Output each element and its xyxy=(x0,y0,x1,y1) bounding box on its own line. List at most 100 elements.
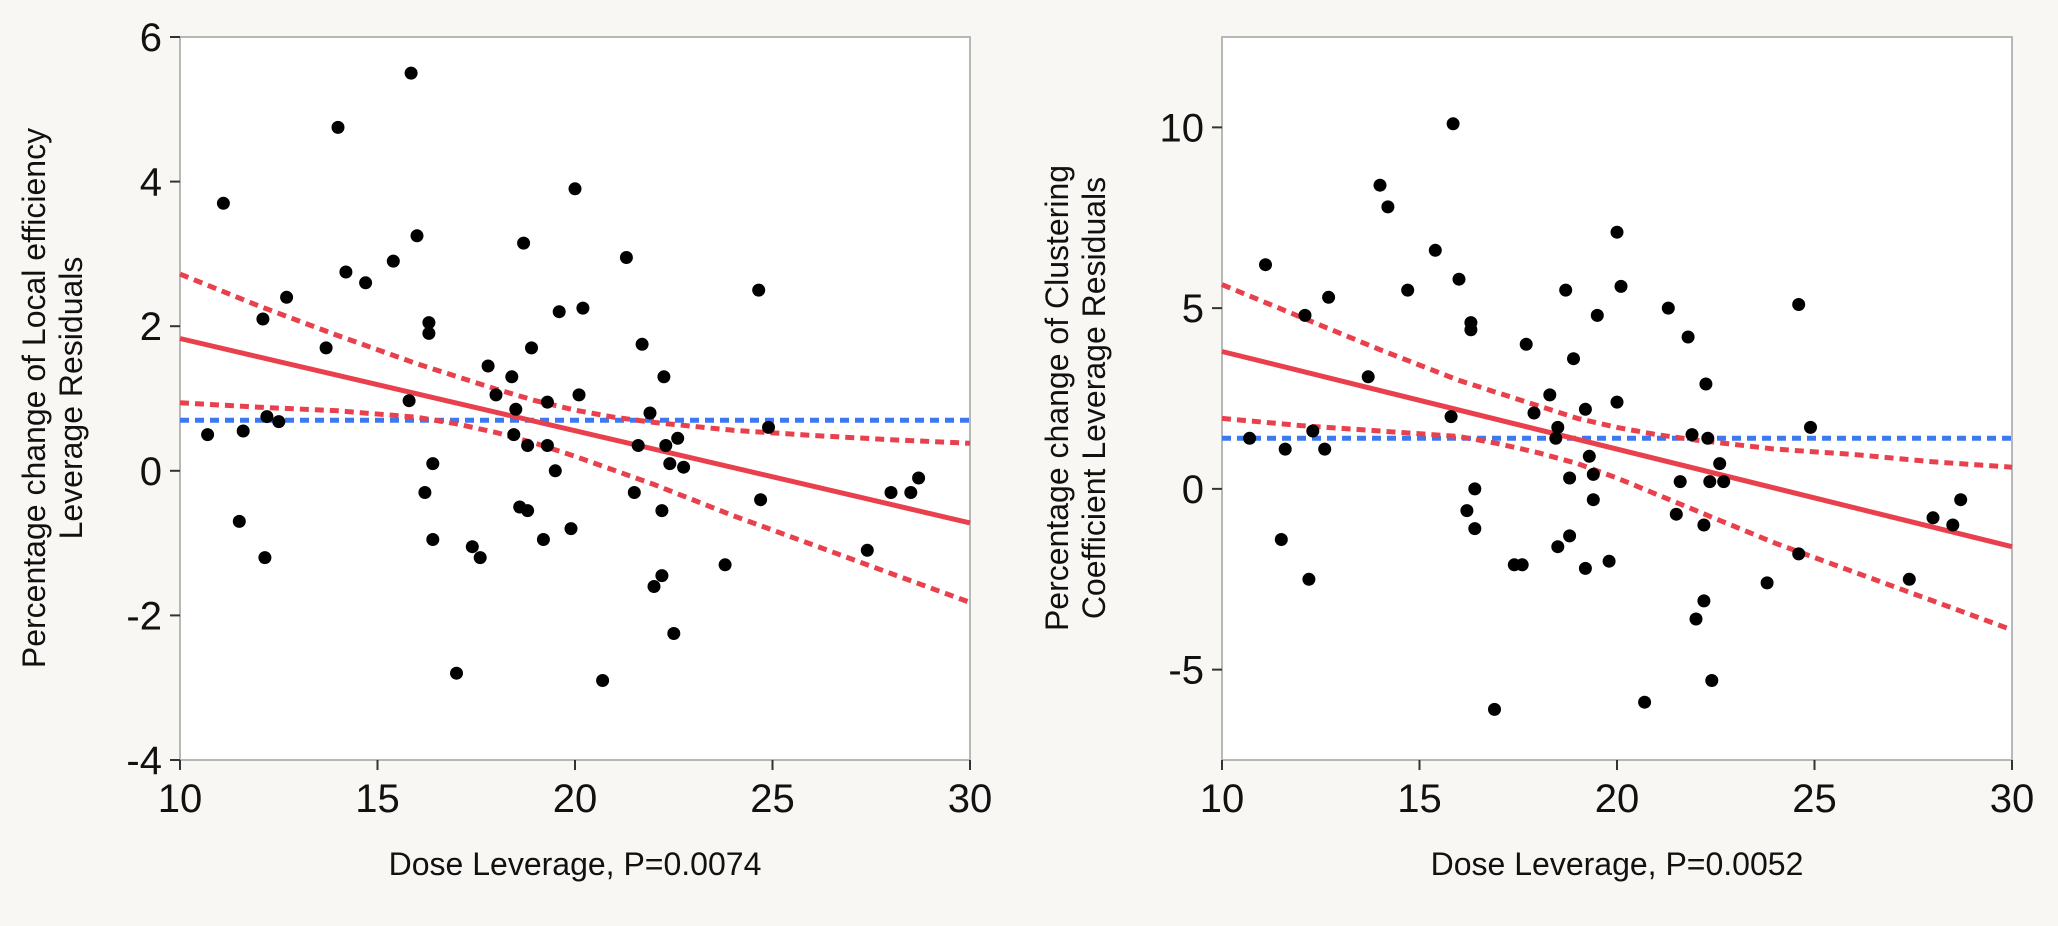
data-point xyxy=(1792,547,1806,561)
data-point xyxy=(619,251,633,264)
data-point xyxy=(1551,420,1565,434)
x-tick-label: 10 xyxy=(1200,777,1245,821)
data-point xyxy=(655,569,669,583)
data-point xyxy=(752,283,766,297)
data-point xyxy=(1243,431,1257,445)
axis-ticks: 10 15 20 25 30 -4 -2 0 2 4 6 xyxy=(126,16,992,821)
data-point xyxy=(540,439,554,452)
data-point xyxy=(1661,301,1675,315)
data-point xyxy=(1468,482,1482,496)
x-tick-label: 15 xyxy=(355,777,400,821)
data-point xyxy=(643,406,657,420)
data-point xyxy=(1717,475,1731,489)
data-point xyxy=(422,316,436,330)
data-point xyxy=(359,276,373,290)
data-point xyxy=(568,182,582,196)
data-point xyxy=(1563,529,1577,543)
x-tick-label: 10 xyxy=(158,777,203,821)
data-point xyxy=(1697,594,1711,608)
x-axis-title: Dose Leverage, P=0.0052 xyxy=(1431,846,1804,882)
data-point xyxy=(473,551,487,565)
data-point xyxy=(517,236,531,250)
data-point xyxy=(912,471,926,485)
chart-clustering-coefficient: 10 15 20 25 30 -5 0 5 10 Dose Leverage, P=0.0052… xyxy=(1039,36,2035,882)
data-point xyxy=(505,370,519,384)
data-point xyxy=(422,326,436,340)
y-axis-title-line1: Percentage change of Clustering xyxy=(1039,165,1075,631)
data-point xyxy=(1446,117,1460,131)
data-point xyxy=(1673,475,1687,489)
data-point xyxy=(507,428,521,442)
data-point xyxy=(671,431,685,445)
x-tick-label: 30 xyxy=(948,777,993,821)
data-point xyxy=(904,486,918,499)
data-point xyxy=(481,359,495,373)
x-tick-label: 20 xyxy=(553,777,598,821)
data-point xyxy=(1681,330,1695,344)
data-point xyxy=(260,410,274,424)
data-point xyxy=(1519,337,1533,351)
data-point xyxy=(1926,511,1940,525)
data-point xyxy=(552,305,566,319)
data-point xyxy=(402,394,416,408)
data-point xyxy=(1401,283,1415,297)
data-point xyxy=(1578,402,1592,416)
data-point xyxy=(201,428,215,442)
data-point xyxy=(1701,431,1715,445)
data-point xyxy=(1543,388,1557,402)
data-point xyxy=(410,229,424,243)
y-tick-label: 2 xyxy=(140,305,162,349)
data-point xyxy=(236,424,250,438)
data-point xyxy=(536,533,550,546)
data-point xyxy=(1946,518,1960,532)
plot-marks xyxy=(1221,117,2013,716)
y-axis-title-line2: Coefficient Leverage Residuals xyxy=(1076,177,1112,619)
data-point xyxy=(1278,442,1292,456)
data-point xyxy=(386,254,400,268)
data-point xyxy=(216,196,230,210)
data-point xyxy=(1259,258,1272,272)
data-point xyxy=(572,388,586,402)
data-point xyxy=(1689,612,1703,626)
data-point xyxy=(762,420,775,434)
data-point xyxy=(627,486,641,499)
data-point xyxy=(280,290,294,304)
y-tick-label: 4 xyxy=(140,161,162,205)
data-point xyxy=(1460,504,1474,518)
data-point xyxy=(1464,323,1478,337)
data-point xyxy=(1563,471,1577,485)
data-point xyxy=(1302,572,1316,586)
x-tick-label: 25 xyxy=(750,777,795,821)
data-point xyxy=(489,388,503,402)
data-point xyxy=(1697,518,1711,532)
plot-marks xyxy=(179,66,971,687)
data-point xyxy=(1322,290,1336,304)
y-axis-title-line1: Percentage change of Local efficiency xyxy=(16,128,52,668)
data-point xyxy=(635,337,649,351)
data-point xyxy=(1760,576,1774,590)
data-point xyxy=(1306,424,1320,438)
data-point xyxy=(1361,370,1375,384)
data-point xyxy=(1685,428,1699,442)
chart-local-efficiency: 10 15 20 25 30 -4 -2 0 2 4 6 Dose Leverage, P=0.00… xyxy=(16,16,992,882)
data-point xyxy=(1452,272,1466,286)
data-point xyxy=(1703,475,1717,489)
data-point xyxy=(1582,449,1596,463)
data-point xyxy=(647,580,661,593)
axis-ticks: 10 15 20 25 30 -5 0 5 10 xyxy=(1160,106,2035,821)
data-point xyxy=(1551,540,1565,554)
data-point xyxy=(339,265,353,279)
data-point xyxy=(1602,554,1616,568)
x-tick-label: 30 xyxy=(1990,777,2035,821)
data-point xyxy=(1586,467,1600,481)
data-point xyxy=(677,460,691,474)
confidence-lower-curve xyxy=(179,400,971,605)
confidence-upper-curve xyxy=(179,271,971,446)
data-point xyxy=(465,540,479,554)
data-point xyxy=(426,457,440,471)
data-point xyxy=(1610,225,1624,239)
data-point xyxy=(525,341,538,355)
data-point xyxy=(319,341,333,355)
data-point xyxy=(860,543,874,557)
